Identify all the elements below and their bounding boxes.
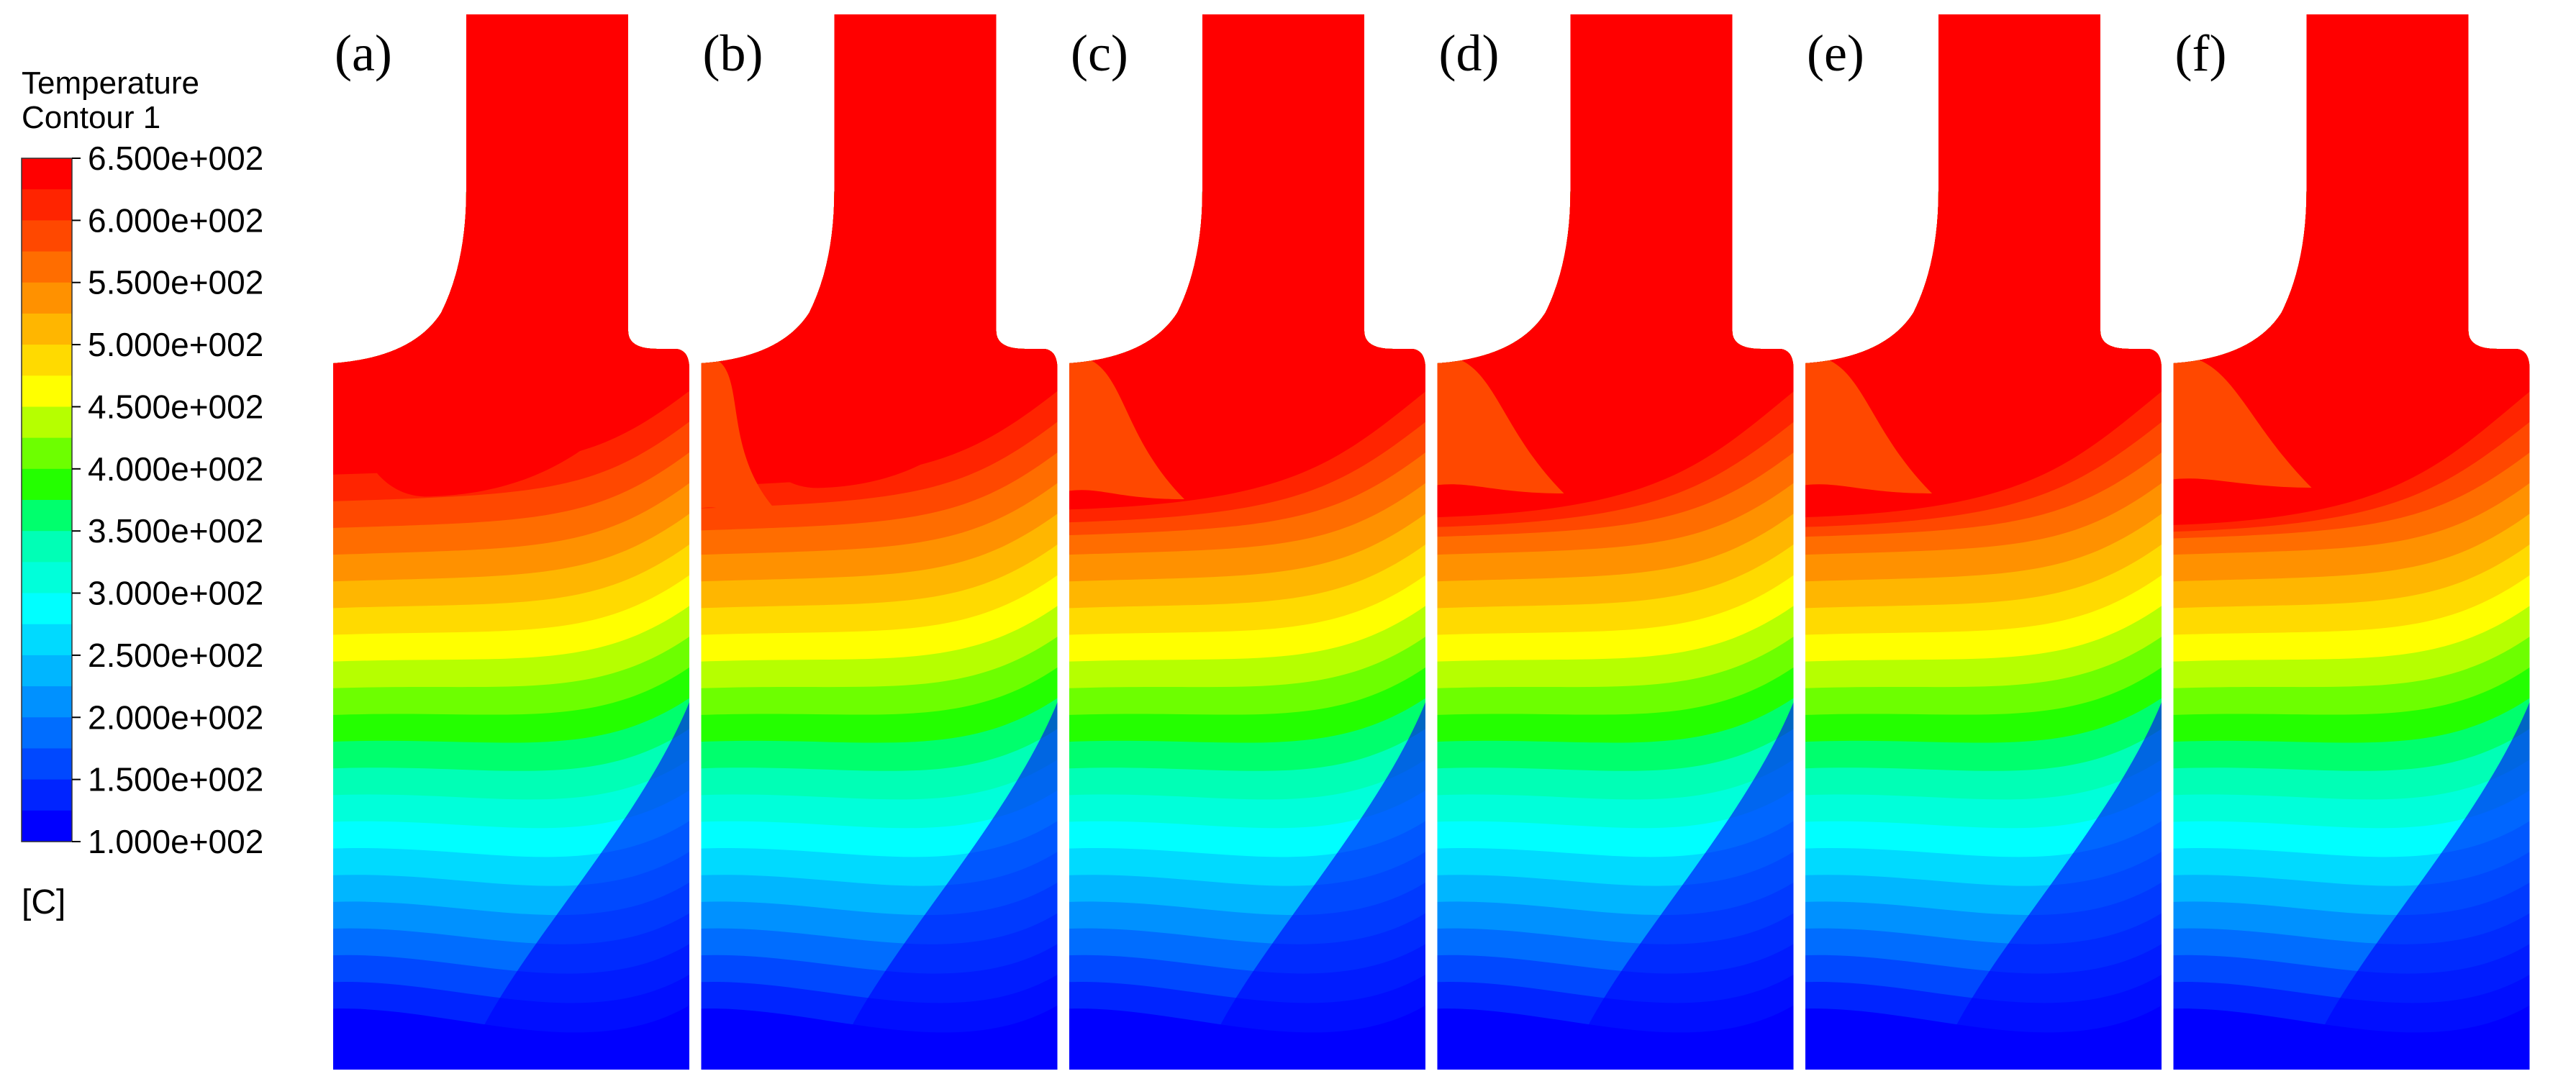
legend-tick-label: 2.500e+002 bbox=[88, 637, 263, 674]
legend-color-step bbox=[22, 189, 72, 221]
legend-color-step bbox=[22, 562, 72, 594]
panel-label: (b) bbox=[703, 24, 763, 82]
contour-panel: (d) bbox=[1437, 14, 1794, 1070]
legend-tick-label: 6.000e+002 bbox=[88, 201, 263, 239]
legend-tick-label: 1.000e+002 bbox=[88, 823, 263, 860]
warm-ring-region bbox=[2173, 355, 2312, 488]
legend-tick-labels: 6.500e+002 6.000e+002 5.500e+002 5.000e+002… bbox=[72, 140, 263, 860]
panel-label: (c) bbox=[1071, 24, 1128, 82]
legend-color-step bbox=[22, 531, 72, 563]
cold-region bbox=[2303, 683, 2530, 1070]
legend-color-step bbox=[22, 779, 72, 811]
legend-color-step bbox=[22, 345, 72, 376]
legend-color-step bbox=[22, 468, 72, 501]
legend-color-step bbox=[22, 251, 72, 283]
legend-tick-label: 5.000e+002 bbox=[88, 326, 263, 363]
legend-color-step bbox=[22, 375, 72, 408]
legend-unit: [C] bbox=[22, 883, 65, 921]
legend-tick-label: 3.500e+002 bbox=[88, 512, 263, 550]
legend-color-step bbox=[22, 220, 72, 252]
legend-color-step bbox=[22, 655, 72, 687]
contour-panels: (a) (b) (c) (d) (e) (f) bbox=[333, 14, 2530, 1070]
legend-tick-label: 6.500e+002 bbox=[88, 140, 263, 177]
legend-title: Temperature bbox=[22, 65, 199, 101]
legend-color-step bbox=[22, 810, 72, 842]
panel-label: (e) bbox=[1807, 24, 1864, 82]
legend-tick-label: 4.500e+002 bbox=[88, 388, 263, 425]
contour-panel: (b) bbox=[701, 14, 1058, 1070]
cold-region bbox=[1566, 683, 1794, 1070]
legend-subtitle: Contour 1 bbox=[22, 100, 160, 135]
legend-tick-label: 1.500e+002 bbox=[88, 761, 263, 798]
legend-color-bar bbox=[21, 158, 73, 842]
legend-tick-label: 2.000e+002 bbox=[88, 698, 263, 736]
contour-panel: (c) bbox=[1069, 14, 1425, 1070]
color-legend: Temperature Contour 1 6.500e+002 6.000e+0… bbox=[21, 65, 263, 921]
contour-panel: (a) bbox=[333, 14, 689, 1070]
legend-color-step bbox=[22, 748, 72, 780]
legend-color-step bbox=[22, 500, 72, 532]
warm-ring-region bbox=[1805, 355, 1932, 493]
panel-label: (d) bbox=[1439, 24, 1500, 82]
warm-ring-region bbox=[1069, 355, 1184, 499]
panel-label: (f) bbox=[2175, 24, 2227, 82]
legend-color-step bbox=[22, 686, 72, 718]
cold-region bbox=[1935, 683, 2162, 1070]
warm-ring-region bbox=[1437, 355, 1564, 493]
cold-region bbox=[830, 683, 1058, 1070]
contour-panel: (e) bbox=[1805, 14, 2162, 1070]
legend-color-step bbox=[22, 624, 72, 656]
legend-tick-label: 5.500e+002 bbox=[88, 264, 263, 301]
legend-color-step bbox=[22, 313, 72, 345]
legend-color-step bbox=[22, 717, 72, 750]
contour-panel: (f) bbox=[2173, 14, 2530, 1070]
panel-label: (a) bbox=[335, 24, 392, 82]
cold-region bbox=[463, 683, 689, 1070]
cold-region bbox=[1199, 683, 1425, 1070]
legend-color-step bbox=[22, 406, 72, 439]
legend-tick-label: 3.000e+002 bbox=[88, 575, 263, 612]
legend-tick-label: 4.000e+002 bbox=[88, 450, 263, 488]
legend-color-step bbox=[22, 282, 72, 314]
legend-color-step bbox=[22, 158, 72, 190]
legend-color-step bbox=[22, 593, 72, 625]
warm-ring-region bbox=[701, 355, 782, 516]
legend-color-step bbox=[22, 437, 72, 470]
